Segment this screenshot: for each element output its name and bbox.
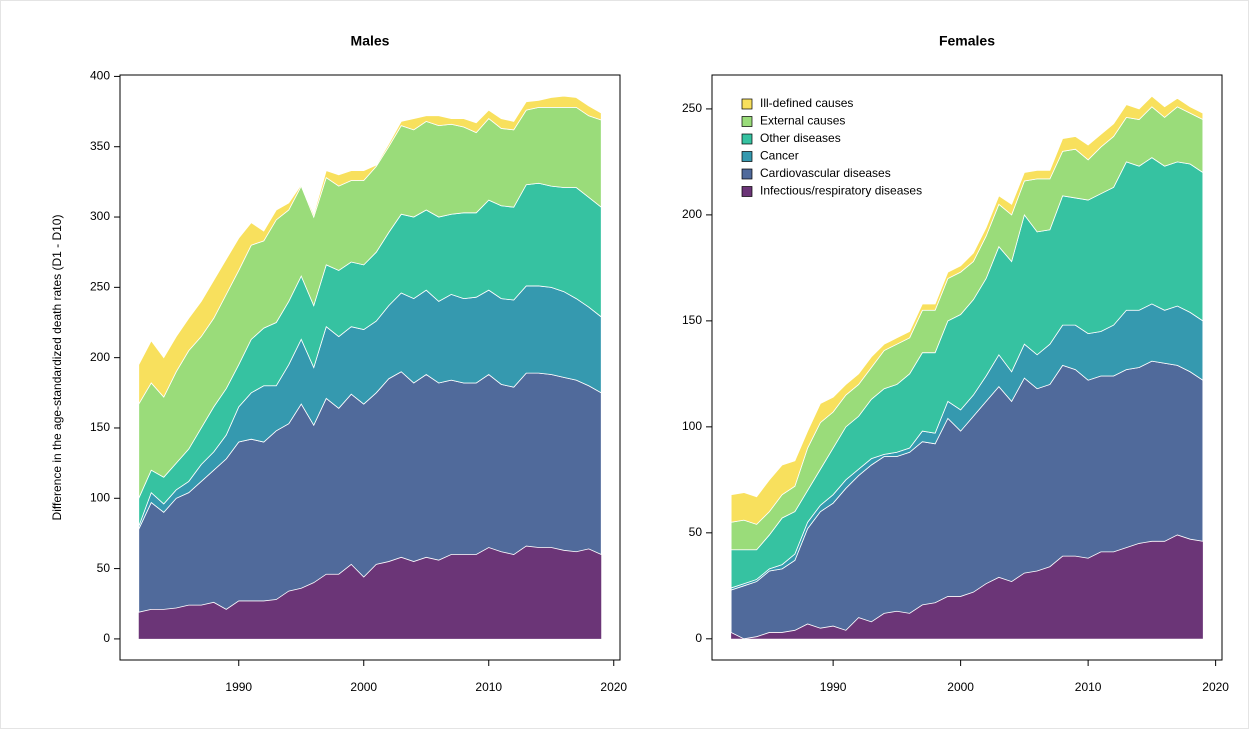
area [731,534,1203,639]
legend-label: External causes [760,114,845,128]
plot-box [711,74,1223,661]
legend-swatch [741,116,753,127]
x-tick-label: 2000 [947,680,974,694]
legend-swatch [741,133,753,145]
area [730,95,1204,525]
y-tick-label: 100 [682,419,702,433]
legend-swatch [741,151,753,162]
legend-swatch [741,168,753,180]
plot-box [119,74,621,661]
x-tick-label: 2010 [475,680,502,694]
legend-label: Other diseases [760,131,841,145]
x-tick-label: 2000 [350,680,377,694]
y-tick-label: 250 [682,101,702,115]
y-tick-label: 0 [695,631,702,645]
y-tick-label: 250 [90,280,110,294]
y-tick-label: 100 [90,490,110,504]
y-tick-label: 200 [682,207,702,221]
x-tick-label: 2020 [600,680,627,694]
legend-label: Cardiovascular diseases [760,166,891,180]
y-tick-label: 300 [90,209,110,223]
y-tick-label: 150 [90,420,110,434]
y-tick-label: 400 [90,69,110,83]
y-tick-label: 50 [97,561,111,575]
area [138,546,602,639]
area [138,95,602,406]
legend-swatch [741,186,753,197]
y-tick-label: 50 [689,525,703,539]
y-tick-label: 350 [90,139,110,153]
legend-label: Cancer [760,149,799,163]
chart-title: Males [351,33,390,49]
y-tick-label: 150 [682,313,702,327]
y-tick-label: 0 [103,631,110,645]
legend-label: Infectious/respiratory diseases [760,184,922,198]
y-tick-label: 200 [90,350,110,364]
legend-swatch [741,98,753,110]
chart-title: Females [939,33,995,49]
x-tick-label: 1990 [820,680,847,694]
x-tick-label: 2010 [1075,680,1102,694]
legend-label: Ill-defined causes [760,96,853,110]
x-tick-label: 1990 [225,680,252,694]
x-tick-label: 2020 [1202,680,1229,694]
y-axis-label: Difference in the age-standardized death… [50,215,64,521]
